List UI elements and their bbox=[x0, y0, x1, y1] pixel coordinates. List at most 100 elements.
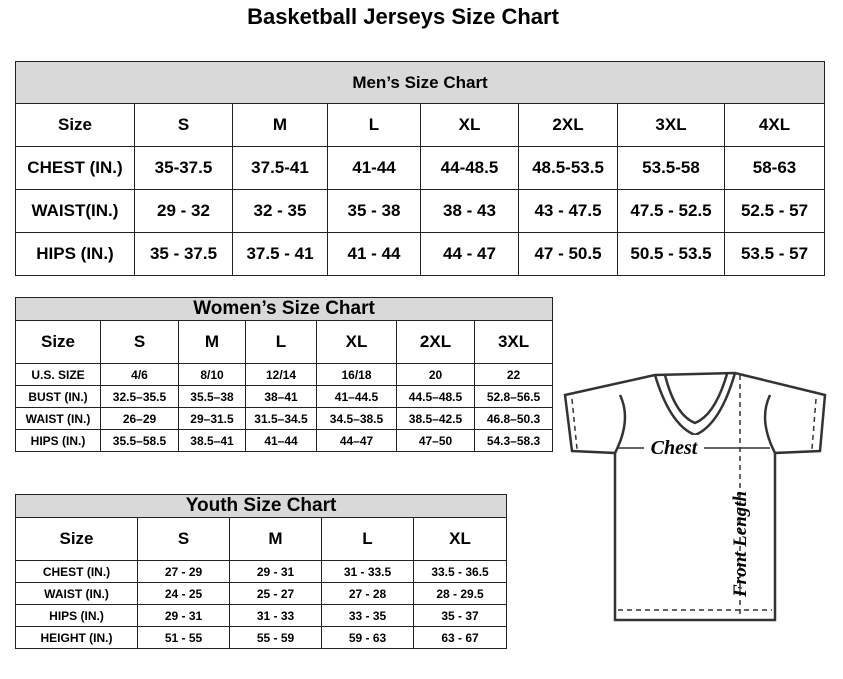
table-row: HEIGHT (IN.) 51 - 55 55 - 59 59 - 63 63 - 67 bbox=[15, 626, 508, 649]
table-cell: 26–29 bbox=[100, 407, 179, 430]
table-cell: 38.5–41 bbox=[178, 429, 246, 452]
table-cell: 37.5-41 bbox=[232, 146, 328, 190]
table-cell: 59 - 63 bbox=[321, 626, 414, 649]
table-row: BUST (IN.) 32.5–35.5 35.5–38 38–41 41–44.5 44… bbox=[15, 385, 554, 408]
table-cell: 41–44 bbox=[245, 429, 317, 452]
table-cell: 53.5 - 57 bbox=[723, 232, 826, 276]
header-row: Size S M L XL 2XL 3XL 4XL bbox=[15, 103, 826, 147]
column-header: M bbox=[229, 517, 322, 561]
column-header: 4XL bbox=[723, 103, 826, 147]
table-cell: 51 - 55 bbox=[137, 626, 230, 649]
table-cell: 63 - 67 bbox=[412, 626, 508, 649]
column-header: M bbox=[232, 103, 328, 147]
table-cell: 54.3–58.3 bbox=[473, 429, 554, 452]
table-cell: 50.5 - 53.5 bbox=[617, 232, 725, 276]
table-cell: 27 - 28 bbox=[321, 582, 414, 605]
row-label: WAIST(IN.) bbox=[15, 189, 135, 233]
column-header: 3XL bbox=[473, 320, 554, 364]
row-label: HIPS (IN.) bbox=[15, 604, 138, 627]
table-cell: 55 - 59 bbox=[229, 626, 322, 649]
table-cell: 25 - 27 bbox=[229, 582, 322, 605]
table-cell: 47–50 bbox=[396, 429, 475, 452]
table-cell: 33.5 - 36.5 bbox=[412, 560, 508, 583]
column-header: L bbox=[245, 320, 317, 364]
table-row: WAIST (IN.) 26–29 29–31.5 31.5–34.5 34.5–38.… bbox=[15, 407, 554, 430]
table-cell: 32 - 35 bbox=[232, 189, 328, 233]
table-heading: Women’s Size Chart bbox=[14, 297, 554, 321]
table-cell: 29 - 32 bbox=[134, 189, 233, 233]
table-row: HIPS (IN.) 29 - 31 31 - 33 33 - 35 35 - 37 bbox=[15, 604, 508, 627]
table-cell: 41–44.5 bbox=[316, 385, 397, 408]
column-header: 2XL bbox=[396, 320, 475, 364]
table-cell: 44-48.5 bbox=[420, 146, 519, 190]
column-header: Size bbox=[15, 320, 101, 364]
chest-label: Chest bbox=[651, 437, 699, 459]
table-cell: 38 - 43 bbox=[420, 189, 519, 233]
table-cell: 29 - 31 bbox=[137, 604, 230, 627]
column-header: Size bbox=[15, 103, 135, 147]
column-header: XL bbox=[420, 103, 519, 147]
table-cell: 44 - 47 bbox=[420, 232, 519, 276]
table-cell: 22 bbox=[473, 363, 554, 386]
table-cell: 29–31.5 bbox=[178, 407, 246, 430]
table-cell: 35 - 37.5 bbox=[134, 232, 233, 276]
table-cell: 38.5–42.5 bbox=[396, 407, 475, 430]
table-heading: Youth Size Chart bbox=[14, 494, 508, 518]
table-cell: 43 - 47.5 bbox=[518, 189, 618, 233]
row-label: HEIGHT (IN.) bbox=[15, 626, 138, 649]
table-row: HIPS (IN.) 35 - 37.5 37.5 - 41 41 - 44 44 - … bbox=[15, 232, 826, 276]
front-length-label: Front Length bbox=[730, 491, 751, 598]
table-cell: 44.5–48.5 bbox=[396, 385, 475, 408]
table-cell: 35.5–38 bbox=[178, 385, 246, 408]
table-cell: 33 - 35 bbox=[321, 604, 414, 627]
table-row: HIPS (IN.) 35.5–58.5 38.5–41 41–44 44–47 47–5… bbox=[15, 429, 554, 452]
row-label: WAIST (IN.) bbox=[15, 582, 138, 605]
header-row: Size S M L XL bbox=[15, 517, 508, 561]
jersey-diagram: Chest Front Length bbox=[563, 371, 827, 622]
row-label: U.S. SIZE bbox=[15, 363, 101, 386]
row-label: WAIST (IN.) bbox=[15, 407, 101, 430]
table-row: CHEST (IN.) 35-37.5 37.5-41 41-44 44-48.5 48.… bbox=[15, 146, 826, 190]
column-header: S bbox=[137, 517, 230, 561]
table-row: CHEST (IN.) 27 - 29 29 - 31 31 - 33.5 33.5 -… bbox=[15, 560, 508, 583]
table-cell: 35 - 38 bbox=[327, 189, 421, 233]
row-label: CHEST (IN.) bbox=[15, 560, 138, 583]
table-cell: 41-44 bbox=[327, 146, 421, 190]
column-header: Size bbox=[15, 517, 138, 561]
table-cell: 29 - 31 bbox=[229, 560, 322, 583]
table-cell: 47 - 50.5 bbox=[518, 232, 618, 276]
column-header: S bbox=[134, 103, 233, 147]
table-cell: 16/18 bbox=[316, 363, 397, 386]
table-cell: 34.5–38.5 bbox=[316, 407, 397, 430]
table-cell: 52.8–56.5 bbox=[473, 385, 554, 408]
column-header: 3XL bbox=[617, 103, 725, 147]
table-cell: 20 bbox=[396, 363, 475, 386]
table-cell: 24 - 25 bbox=[137, 582, 230, 605]
table-cell: 4/6 bbox=[100, 363, 179, 386]
table-cell: 8/10 bbox=[178, 363, 246, 386]
table-row: WAIST (IN.) 24 - 25 25 - 27 27 - 28 28 - 29.… bbox=[15, 582, 508, 605]
table-cell: 31.5–34.5 bbox=[245, 407, 317, 430]
table-cell: 38–41 bbox=[245, 385, 317, 408]
header-row: Size S M L XL 2XL 3XL bbox=[15, 320, 554, 364]
table-row: U.S. SIZE 4/6 8/10 12/14 16/18 20 22 bbox=[15, 363, 554, 386]
table-cell: 58-63 bbox=[723, 146, 826, 190]
table-cell: 48.5-53.5 bbox=[518, 146, 618, 190]
table-cell: 41 - 44 bbox=[327, 232, 421, 276]
row-label: BUST (IN.) bbox=[15, 385, 101, 408]
column-header: M bbox=[178, 320, 246, 364]
table-cell: 32.5–35.5 bbox=[100, 385, 179, 408]
row-label: CHEST (IN.) bbox=[15, 146, 135, 190]
column-header: S bbox=[100, 320, 179, 364]
column-header: XL bbox=[412, 517, 508, 561]
table-cell: 35 - 37 bbox=[412, 604, 508, 627]
table-cell: 31 - 33.5 bbox=[321, 560, 414, 583]
mens-size-table: Men’s Size Chart Size S M L XL 2XL 3XL 4XL CHEST … bbox=[14, 61, 826, 276]
table-cell: 53.5-58 bbox=[617, 146, 725, 190]
row-label: HIPS (IN.) bbox=[15, 232, 135, 276]
table-cell: 52.5 - 57 bbox=[723, 189, 826, 233]
table-heading: Men’s Size Chart bbox=[14, 61, 826, 104]
column-header: L bbox=[321, 517, 414, 561]
womens-size-table: Women’s Size Chart Size S M L XL 2XL 3XL U.S. SI… bbox=[14, 297, 554, 452]
table-cell: 47.5 - 52.5 bbox=[617, 189, 725, 233]
